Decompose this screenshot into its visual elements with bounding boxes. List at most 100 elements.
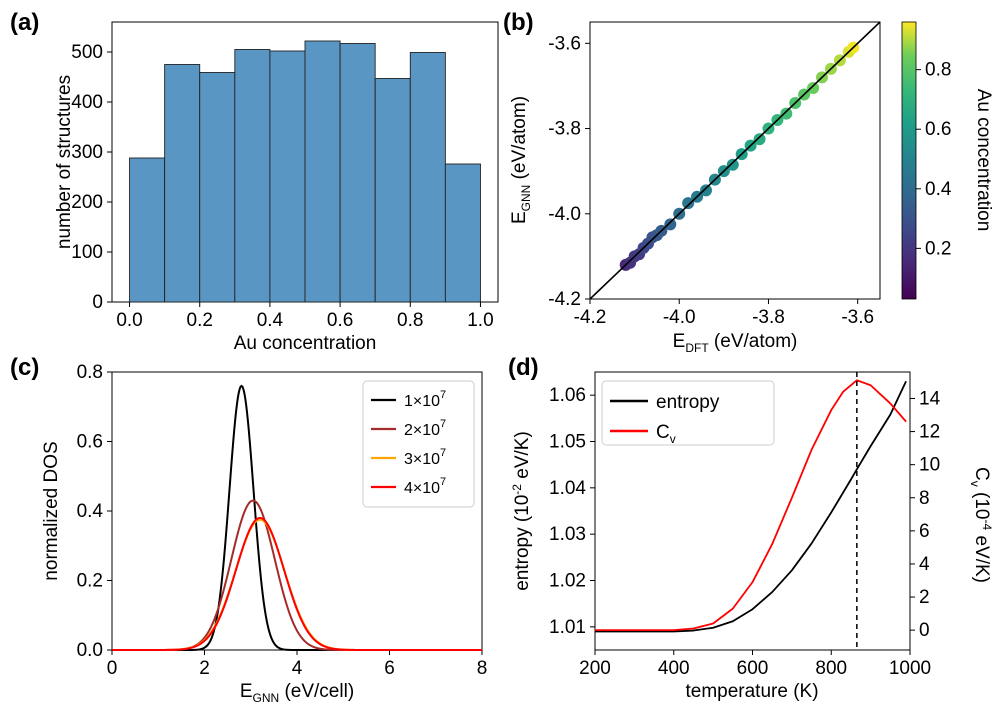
panel-b-ylabel: EGNN (eV/atom) bbox=[509, 96, 533, 224]
panel-c-y-tick-label: 0.6 bbox=[77, 432, 103, 453]
panel-d-y-tick-label: 1.03 bbox=[549, 524, 586, 545]
colorbar-tick-label: 0.6 bbox=[925, 119, 951, 140]
panel-b-label: (b) bbox=[503, 9, 534, 36]
legend-label: Cv bbox=[656, 422, 676, 446]
scatter-point bbox=[780, 107, 793, 120]
panel-a-x-tick-label: 0.6 bbox=[327, 310, 353, 331]
panel-d-y2-tick-label: 12 bbox=[919, 422, 940, 443]
legend-label: 2×107 bbox=[404, 418, 446, 439]
legend-label: 3×107 bbox=[404, 447, 446, 468]
panel-b-x-tick-label: -4.0 bbox=[663, 307, 696, 328]
legend-label: 1×107 bbox=[404, 389, 446, 410]
scatter-point bbox=[807, 82, 820, 95]
panel-d-ylabel: entropy (10-2 eV/K) bbox=[510, 431, 533, 591]
panel-a-ylabel: number of structures bbox=[54, 75, 75, 249]
panel-d-y2-tick-label: 2 bbox=[919, 587, 930, 608]
histogram-bar bbox=[199, 72, 236, 303]
scatter-point bbox=[682, 197, 695, 210]
panel-b-x-tick-label: -4.2 bbox=[574, 307, 607, 328]
panel-d-y2-tick-label: 8 bbox=[919, 488, 930, 509]
panel-a-y-tick-label: 500 bbox=[71, 42, 103, 63]
panel-a: (a) 0.0 0.2 0.4 0.6 0.8 1.0 0 100 200 300 400 500 A… bbox=[10, 9, 499, 354]
panel-b-x-tick-label: -3.8 bbox=[752, 307, 785, 328]
histogram-bar bbox=[444, 163, 481, 303]
panel-a-y-tick-label: 400 bbox=[71, 92, 103, 113]
panel-a-label: (a) bbox=[10, 9, 39, 36]
panel-b-y-tick-label: -4.2 bbox=[548, 289, 581, 310]
panel-c-y-tick-label: 0.8 bbox=[77, 362, 103, 383]
panel-d-y-tick-label: 1.06 bbox=[549, 385, 586, 406]
panel-d-y2-tick-label: 14 bbox=[919, 388, 941, 409]
panel-d: (d) 200 400 600 800 1000 1.01 1.02 1.03 1.04 1.05… bbox=[508, 354, 994, 702]
colorbar-tick-label: 0.2 bbox=[925, 238, 951, 259]
cv-line bbox=[595, 379, 907, 632]
panel-b-xlabel: EDFT (eV/atom) bbox=[673, 331, 798, 355]
colorbar-label: Au concentration bbox=[973, 89, 994, 232]
histogram-bar bbox=[304, 40, 341, 303]
panel-c-x-tick-label: 4 bbox=[292, 658, 303, 679]
panel-d-y2label: Cv (10-4 eV/K) bbox=[968, 467, 994, 583]
panel-a-y-tick-label: 100 bbox=[71, 242, 103, 263]
colorbar bbox=[901, 21, 917, 300]
panel-a-x-tick-label: 0.2 bbox=[187, 310, 213, 331]
scatter-point bbox=[753, 133, 766, 146]
panel-d-x-tick-label: 200 bbox=[579, 658, 611, 679]
panel-d-y2-tick-label: 0 bbox=[919, 620, 930, 641]
panel-d-legend-box bbox=[601, 380, 775, 446]
panel-d-x-tick-label: 1000 bbox=[889, 658, 931, 679]
panel-a-y-tick-label: 0 bbox=[92, 292, 103, 313]
histogram-bar bbox=[164, 64, 201, 303]
panel-d-y-tick-label: 1.02 bbox=[549, 571, 586, 592]
panel-c-xlabel: EGNN (eV/cell) bbox=[240, 681, 354, 705]
panel-a-x-tick-label: 0.4 bbox=[257, 310, 284, 331]
histogram-bar bbox=[339, 43, 376, 303]
panel-a-x-tick-label: 0.0 bbox=[116, 310, 142, 331]
panel-d-label: (d) bbox=[508, 354, 539, 381]
dos-series-line bbox=[112, 516, 482, 651]
legend-label: 4×107 bbox=[404, 476, 446, 497]
histogram-bar bbox=[409, 52, 446, 303]
scatter-point bbox=[726, 158, 739, 171]
panel-d-y2-tick-label: 10 bbox=[919, 455, 940, 476]
colorbar-tick-label: 0.4 bbox=[925, 179, 952, 200]
colorbar-tick-label: 0.8 bbox=[925, 60, 951, 81]
panel-a-y-tick-label: 200 bbox=[71, 192, 103, 213]
panel-a-xlabel: Au concentration bbox=[234, 333, 377, 354]
panel-a-x-tick-label: 1.0 bbox=[467, 310, 493, 331]
panel-b: (b) -4.2 -4.0 -3.8 -3.6 -4.2 -4.0 -3.8 -3.6 EDF… bbox=[503, 9, 994, 355]
scatter-point bbox=[664, 218, 677, 231]
panel-b-y-tick-label: -3.8 bbox=[548, 119, 581, 140]
dos-series-line bbox=[112, 499, 482, 651]
histogram-bar bbox=[234, 49, 271, 303]
panel-c-x-tick-label: 2 bbox=[199, 658, 210, 679]
panel-b-y-tick-label: -4.0 bbox=[548, 204, 581, 225]
panel-c-y-tick-label: 0.0 bbox=[77, 640, 103, 661]
panel-d-x-tick-label: 600 bbox=[737, 658, 769, 679]
panel-d-y-tick-label: 1.04 bbox=[549, 478, 586, 499]
panel-d-y2-tick-label: 4 bbox=[919, 554, 930, 575]
panel-c-label: (c) bbox=[10, 354, 39, 381]
panel-c-x-tick-label: 0 bbox=[107, 658, 118, 679]
parity-line bbox=[589, 21, 881, 300]
panel-c-legend-box bbox=[362, 380, 475, 508]
scatter-point bbox=[700, 184, 712, 197]
panel-c-x-tick-label: 8 bbox=[477, 658, 488, 679]
panel-c: (c) 0 2 4 6 8 0.0 0.2 0.4 0.6 0.8 1×107 2×107 3×107… bbox=[10, 354, 487, 705]
entropy-line bbox=[595, 380, 907, 633]
panel-d-y-tick-label: 1.01 bbox=[549, 617, 586, 638]
histogram-bar bbox=[129, 157, 166, 303]
panel-d-y2-tick-label: 6 bbox=[919, 521, 930, 542]
panel-b-plot-frame bbox=[589, 21, 881, 300]
panel-a-y-tick-label: 300 bbox=[71, 142, 103, 163]
panel-c-ylabel: normalized DOS bbox=[41, 441, 62, 580]
panel-c-y-tick-label: 0.2 bbox=[77, 571, 103, 592]
panel-d-x-tick-label: 800 bbox=[815, 658, 847, 679]
panel-a-x-tick-label: 0.8 bbox=[397, 310, 423, 331]
panel-c-y-tick-label: 0.4 bbox=[77, 501, 104, 522]
panel-d-y-tick-label: 1.05 bbox=[549, 432, 586, 453]
panel-c-x-tick-label: 6 bbox=[384, 658, 395, 679]
panel-d-x-tick-label: 400 bbox=[658, 658, 690, 679]
panel-b-x-tick-label: -3.6 bbox=[841, 307, 874, 328]
histogram-bar bbox=[269, 50, 306, 303]
